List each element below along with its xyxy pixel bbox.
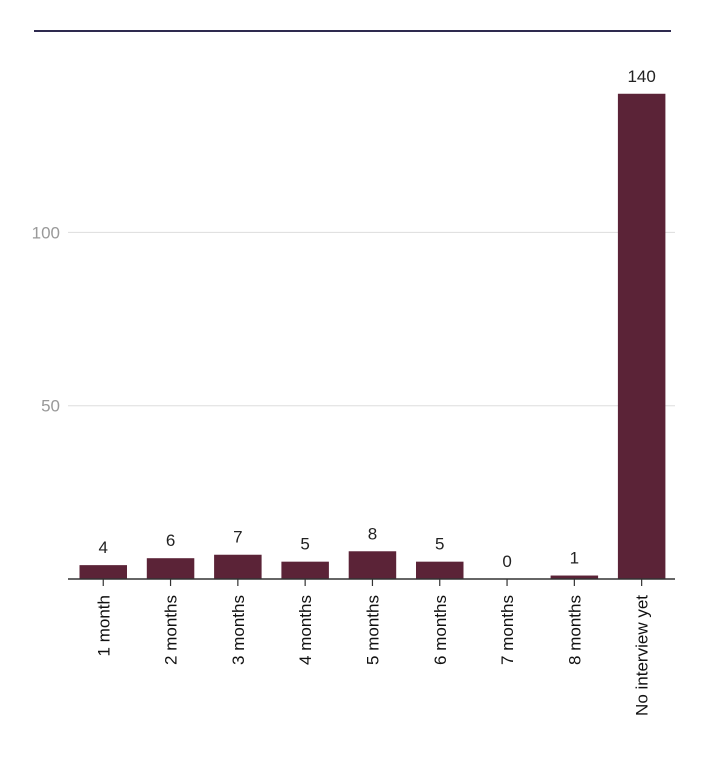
bar (550, 575, 599, 579)
data-label: 5 (435, 535, 444, 554)
top-rule (34, 30, 671, 32)
bar (79, 565, 127, 579)
bar (146, 558, 195, 579)
category-label: 6 months (431, 595, 450, 665)
data-label: 8 (368, 524, 377, 543)
data-label: 0 (502, 552, 511, 571)
data-label: 5 (300, 535, 309, 554)
bar (416, 561, 464, 579)
data-label: 140 (627, 67, 655, 86)
data-label: 6 (166, 531, 175, 550)
category-label: 8 months (565, 595, 584, 665)
bar (281, 561, 329, 579)
bars (79, 93, 666, 579)
category-label: 2 months (162, 595, 181, 665)
x-axis-categories: 1 month 2 months 3 months 4 months 5 months 6… (94, 579, 652, 716)
bar (214, 554, 262, 579)
data-label: 4 (99, 538, 108, 557)
gridlines (68, 231, 675, 407)
y-tick-label: 50 (41, 397, 60, 416)
bar (617, 93, 666, 579)
data-label: 7 (233, 528, 242, 547)
bar (348, 551, 397, 579)
category-label: 5 months (363, 595, 382, 665)
data-label: 1 (570, 549, 579, 568)
y-tick-label: 100 (32, 223, 60, 242)
category-label: 3 months (229, 595, 248, 665)
category-label: 1 month (94, 595, 113, 656)
category-label: 4 months (296, 595, 315, 665)
category-label: No interview yet (633, 595, 652, 716)
category-label: 7 months (498, 595, 517, 665)
y-axis-ticks: 50 100 (32, 223, 60, 415)
data-labels: 4 6 7 5 8 5 0 1 140 (99, 67, 656, 571)
